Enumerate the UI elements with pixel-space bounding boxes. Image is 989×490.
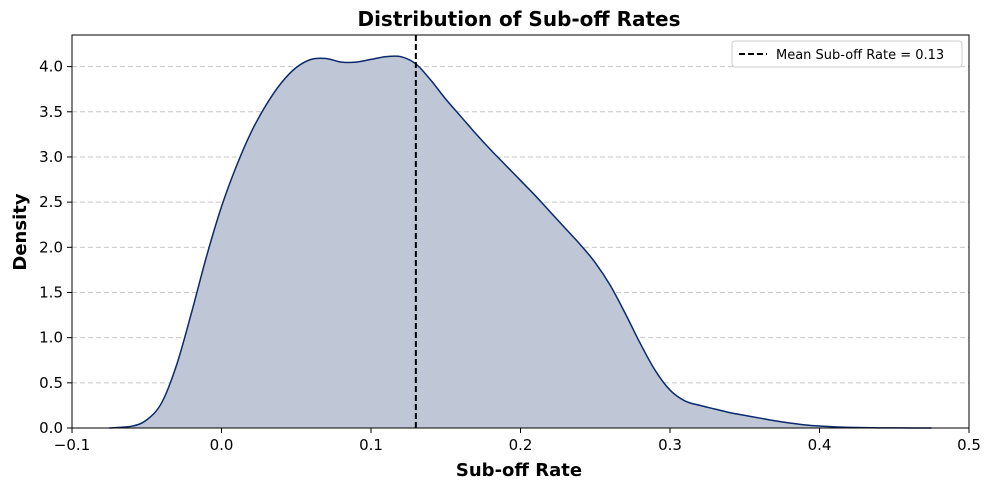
y-tick-label: 0.5 [39,374,63,392]
y-axis-title: Density [10,193,31,270]
kde-density-line [109,55,932,429]
legend: Mean Sub-off Rate = 0.13 [731,40,963,68]
x-axis-ticks: −0.1 0.0 0.1 0.2 0.3 0.4 0.5 [54,428,981,454]
chart-title: Distribution of Sub-off Rates [357,7,680,31]
x-tick-label: 0.4 [808,436,832,454]
y-tick-label: 1.0 [39,329,63,347]
y-tick-label: 2.5 [39,193,63,211]
y-tick-label: 3.0 [39,148,63,166]
x-tick-label: −0.1 [54,436,90,454]
y-axis-ticks: 0.0 0.5 1.0 1.5 2.0 2.5 3.0 3.5 4.0 [39,58,72,437]
x-tick-label: 0.3 [658,436,682,454]
x-tick-label: 0.1 [359,436,383,454]
x-tick-label: 0.0 [210,436,234,454]
y-tick-label: 1.5 [39,283,63,301]
x-tick-label: 0.2 [509,436,533,454]
x-tick-label: 0.5 [957,436,981,454]
y-tick-label: 3.5 [39,103,63,121]
y-tick-label: 0.0 [39,419,63,437]
kde-area-fill [109,56,932,428]
y-tick-label: 2.0 [39,238,63,256]
legend-box [731,40,963,68]
y-tick-label: 4.0 [39,58,63,76]
legend-label: Mean Sub-off Rate = 0.13 [776,48,944,63]
x-axis-title: Sub-off Rate [456,460,582,481]
